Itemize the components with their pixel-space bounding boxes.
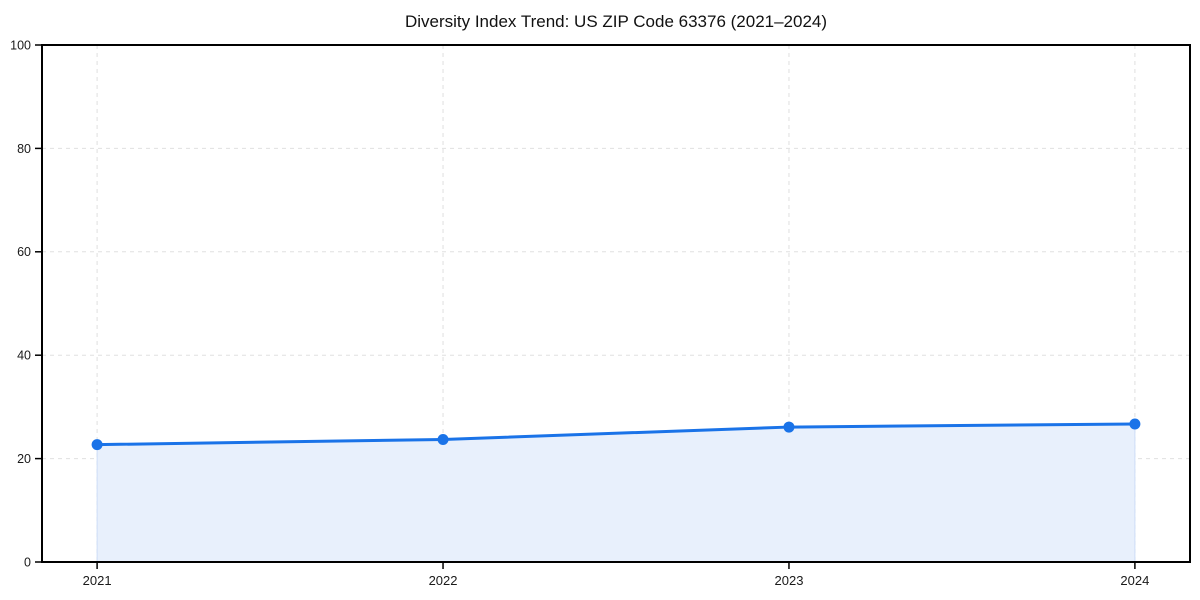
axes-frame bbox=[41, 44, 1191, 563]
data-point bbox=[783, 421, 795, 433]
x-tick-label: 2024 bbox=[1120, 573, 1149, 588]
data-point bbox=[437, 433, 449, 445]
data-point bbox=[91, 439, 103, 451]
y-tick-label: 60 bbox=[17, 245, 31, 259]
area-fill bbox=[96, 423, 1136, 563]
data-point bbox=[1129, 418, 1141, 430]
y-tick-label: 100 bbox=[10, 38, 31, 52]
chart-title: Diversity Index Trend: US ZIP Code 63376… bbox=[404, 12, 828, 31]
y-tick-label: 20 bbox=[17, 452, 31, 466]
y-tick-label: 0 bbox=[24, 555, 31, 569]
y-tick-label: 80 bbox=[17, 142, 31, 156]
x-axis: 2021 2022 2023 2024 bbox=[83, 562, 1149, 588]
grid bbox=[42, 44, 1190, 563]
data-points bbox=[91, 418, 1141, 451]
x-tick-label: 2022 bbox=[429, 573, 458, 588]
y-tick-label: 40 bbox=[17, 349, 31, 363]
x-tick-label: 2021 bbox=[83, 573, 112, 588]
trend-line bbox=[95, 422, 1137, 447]
x-tick-label: 2023 bbox=[775, 573, 804, 588]
y-axis: 0 20 40 60 80 100 bbox=[10, 38, 42, 569]
